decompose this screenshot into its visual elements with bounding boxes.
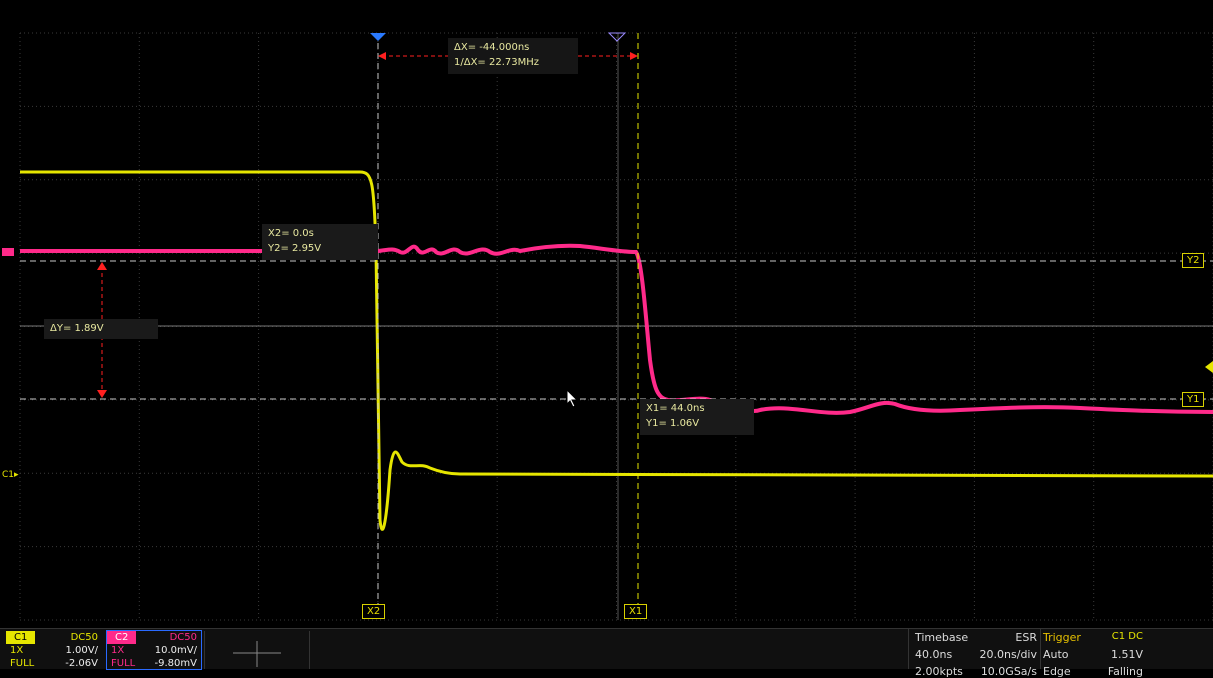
trigger-slope: Falling <box>1107 665 1143 678</box>
c1-bandwidth: FULL <box>10 658 35 669</box>
delta-y-arrowhead-bottom <box>97 390 107 398</box>
delta-y-arrowhead-top <box>97 262 107 270</box>
y1-cursor-tag[interactable]: Y1 <box>1182 392 1205 407</box>
timebase-scale: 20.0ns/div <box>979 648 1037 661</box>
x2-y2-readout: X2= 0.0s Y2= 2.95V <box>262 224 378 260</box>
status-bar: C1 DC50 1X 1.00V/ FULL -2.06V C2 DC50 1X… <box>0 628 1213 678</box>
timebase-points: 2.00kpts <box>915 665 963 678</box>
y2-cursor-tag[interactable]: Y2 <box>1182 253 1205 268</box>
c1-name: C1 <box>6 631 36 644</box>
trigger-level: 1.51V <box>1110 648 1143 661</box>
c2-probe: 1X <box>111 645 125 656</box>
c2-scale: 10.0mV/ <box>154 645 197 656</box>
timebase-rate: 10.0GSa/s <box>980 665 1037 678</box>
trigger-source: C1 DC <box>1111 631 1143 642</box>
timebase-label: Timebase <box>915 631 969 644</box>
x2-cursor-tag[interactable]: X2 <box>362 604 386 619</box>
c2-coupling: DC50 <box>169 632 197 643</box>
trigger-panel[interactable]: Trigger C1 DC Auto 1.51V Edge Falling <box>1040 629 1145 678</box>
c2-channel-box[interactable]: C2 DC50 1X 10.0mV/ FULL -9.80mV <box>106 630 202 670</box>
c2-name: C2 <box>107 631 137 644</box>
x1-cursor-handle[interactable] <box>607 32 627 42</box>
c1-coupling: DC50 <box>70 632 98 643</box>
timebase-delay: 40.0ns <box>915 648 953 661</box>
trigger-label: Trigger <box>1043 631 1081 644</box>
x1-cursor-tag[interactable]: X1 <box>624 604 648 619</box>
graticule <box>19 32 1213 621</box>
x1-y1-readout: X1= 44.0ns Y1= 1.06V <box>640 399 754 435</box>
c2-offset-marker[interactable] <box>2 248 14 256</box>
timebase-panel[interactable]: Timebase ESR 40.0ns 20.0ns/div 2.00kpts … <box>908 629 1039 678</box>
delta-y-text: ΔY= 1.89V <box>50 323 104 334</box>
c2-bandwidth: FULL <box>111 658 136 669</box>
trigger-type: Edge <box>1043 665 1071 678</box>
delta-x-arrowhead-right <box>630 52 638 60</box>
c1-offset-marker[interactable]: C1▸ <box>2 470 19 480</box>
x1-readout: X1= 44.0ns <box>646 403 705 414</box>
timebase-mode: ESR <box>1015 631 1037 644</box>
c1-probe: 1X <box>10 645 24 656</box>
delta-x-arrowhead-left <box>378 52 386 60</box>
trigger-mode: Auto <box>1043 648 1069 661</box>
mouse-pointer-icon <box>566 389 579 408</box>
y2-readout: Y2= 2.95V <box>268 243 322 254</box>
y1-readout: Y1= 1.06V <box>646 418 700 429</box>
c2-offset: -9.80mV <box>154 658 197 669</box>
delta-y-readout: ΔY= 1.89V <box>44 319 158 339</box>
inv-delta-x-text: 1/ΔX= 22.73MHz <box>454 57 540 68</box>
delta-x-readout: ΔX= -44.000ns 1/ΔX= 22.73MHz <box>448 38 578 74</box>
x2-cursor-handle[interactable] <box>370 33 386 41</box>
trigger-level-icon[interactable] <box>1205 361 1213 373</box>
c1-channel-box[interactable]: C1 DC50 1X 1.00V/ FULL -2.06V <box>6 631 102 669</box>
x2-readout: X2= 0.0s <box>268 228 314 239</box>
delta-x-text: ΔX= -44.000ns <box>454 42 530 53</box>
plus-icon <box>233 641 281 667</box>
c2-trace <box>20 243 1213 415</box>
c1-scale: 1.00V/ <box>65 645 98 656</box>
add-channel-button[interactable] <box>204 631 310 669</box>
c1-offset: -2.06V <box>65 658 98 669</box>
c1-trace <box>20 170 1213 531</box>
